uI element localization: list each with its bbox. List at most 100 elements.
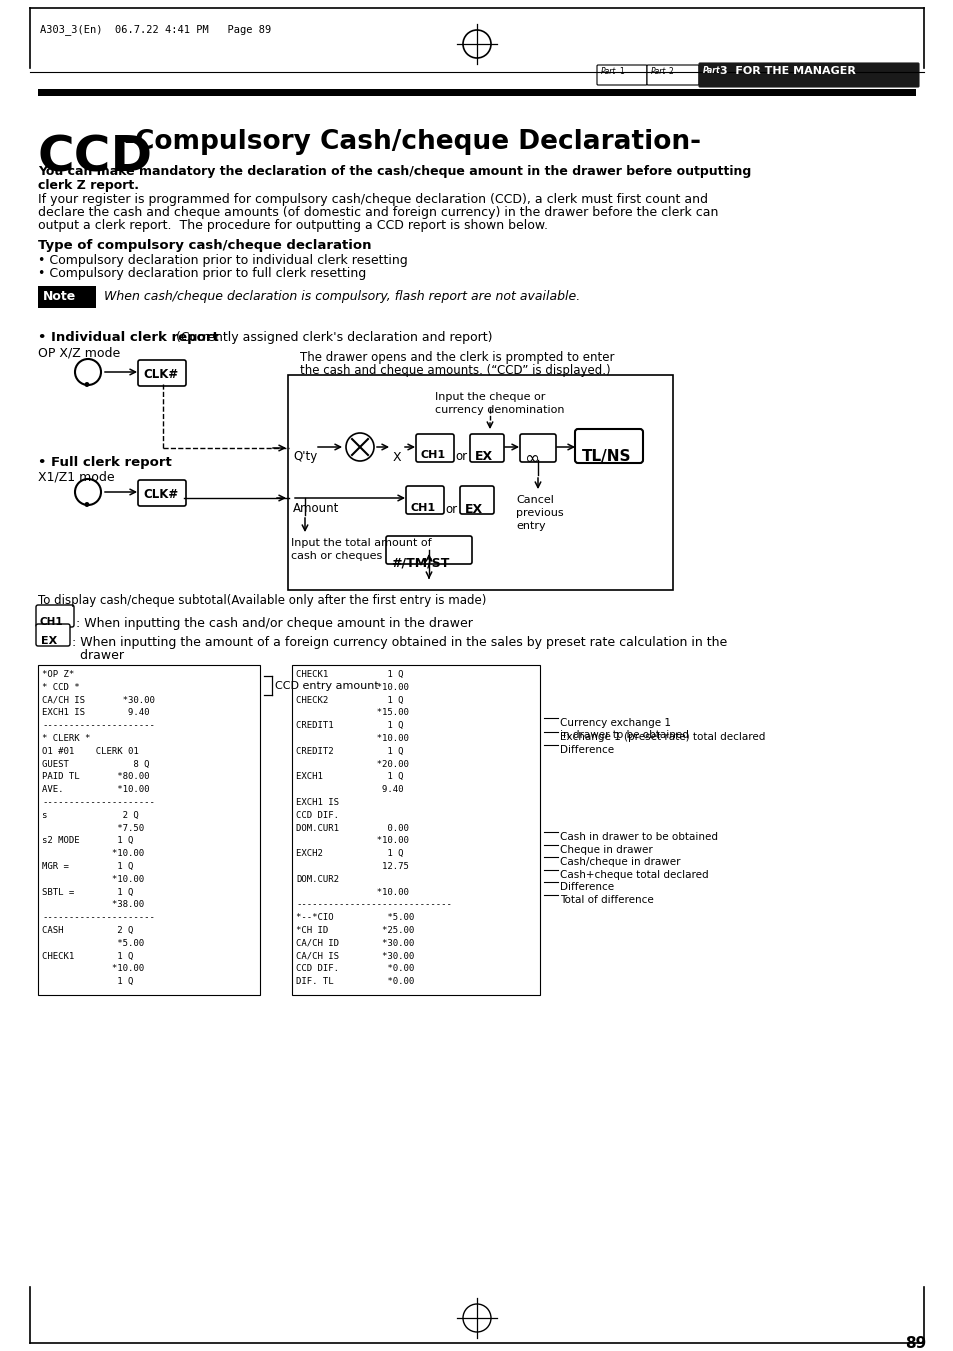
Text: • Full clerk report: • Full clerk report	[38, 457, 172, 469]
Text: ---------------------: ---------------------	[42, 913, 154, 923]
FancyBboxPatch shape	[406, 486, 443, 513]
Text: If your register is programmed for compulsory cash/cheque declaration (CCD), a c: If your register is programmed for compu…	[38, 193, 707, 205]
FancyBboxPatch shape	[646, 65, 699, 85]
FancyBboxPatch shape	[519, 434, 556, 462]
Text: 3  FOR THE MANAGER: 3 FOR THE MANAGER	[720, 66, 855, 76]
Text: Part: Part	[600, 68, 616, 76]
Text: EX: EX	[41, 636, 57, 646]
Text: *10.00: *10.00	[42, 965, 144, 974]
Text: 1: 1	[618, 68, 623, 76]
Text: EXCH1 IS        9.40: EXCH1 IS 9.40	[42, 708, 150, 717]
Text: CA/CH IS       *30.00: CA/CH IS *30.00	[42, 696, 154, 705]
FancyBboxPatch shape	[36, 624, 70, 646]
Text: CHECK1           1 Q: CHECK1 1 Q	[295, 670, 403, 680]
Text: CH1: CH1	[40, 617, 64, 627]
Text: You can make mandatory the declaration of the cash/cheque amount in the drawer b: You can make mandatory the declaration o…	[38, 165, 750, 178]
Bar	[288, 376, 672, 590]
Text: CCD: CCD	[38, 132, 153, 181]
Text: OP X/Z mode: OP X/Z mode	[38, 346, 120, 359]
Text: *10.00: *10.00	[42, 850, 144, 858]
Text: s              2 Q: s 2 Q	[42, 811, 138, 820]
Text: Cancel: Cancel	[516, 494, 554, 505]
Text: *10.00: *10.00	[295, 888, 409, 897]
Text: 2: 2	[668, 68, 673, 76]
Text: Amount: Amount	[293, 503, 339, 515]
Text: To display cash/cheque subtotal(Available only after the first entry is made): To display cash/cheque subtotal(Availabl…	[38, 594, 486, 607]
Text: 12.75: 12.75	[295, 862, 409, 871]
FancyBboxPatch shape	[459, 486, 494, 513]
Text: Difference: Difference	[559, 882, 614, 892]
Text: *10.00: *10.00	[295, 734, 409, 743]
Text: *10.00: *10.00	[295, 836, 409, 846]
Text: *7.50: *7.50	[42, 824, 144, 832]
Text: *10.00: *10.00	[295, 682, 409, 692]
Text: or: or	[455, 450, 467, 463]
Text: Cheque in drawer: Cheque in drawer	[559, 844, 652, 855]
Text: clerk Z report.: clerk Z report.	[38, 178, 139, 192]
Text: 1 Q: 1 Q	[42, 977, 133, 986]
FancyBboxPatch shape	[416, 434, 454, 462]
Text: CREDIT1          1 Q: CREDIT1 1 Q	[295, 721, 403, 730]
Text: *OP Z*: *OP Z*	[42, 670, 74, 680]
FancyBboxPatch shape	[386, 536, 472, 563]
Text: *10.00: *10.00	[42, 875, 144, 884]
Text: O1 #01    CLERK 01: O1 #01 CLERK 01	[42, 747, 138, 755]
Text: *5.00: *5.00	[42, 939, 144, 948]
Text: CCD DIF.: CCD DIF.	[295, 811, 338, 820]
Text: TL/NS: TL/NS	[581, 449, 631, 463]
FancyBboxPatch shape	[575, 430, 642, 463]
FancyBboxPatch shape	[138, 359, 186, 386]
Text: in drawer to be obtained: in drawer to be obtained	[559, 730, 688, 740]
Text: EX: EX	[475, 450, 493, 463]
Text: output a clerk report.  The procedure for outputting a CCD report is shown below: output a clerk report. The procedure for…	[38, 219, 547, 232]
Text: Input the total amount of: Input the total amount of	[291, 538, 431, 549]
Text: X1/Z1 mode: X1/Z1 mode	[38, 470, 114, 484]
Text: *20.00: *20.00	[295, 759, 409, 769]
Text: 9.40: 9.40	[295, 785, 403, 794]
Text: CCD entry amount: CCD entry amount	[274, 681, 378, 690]
Text: •: •	[82, 497, 91, 515]
Text: • Compulsory declaration prior to full clerk resetting: • Compulsory declaration prior to full c…	[38, 267, 366, 280]
Text: CA/CH IS        *30.00: CA/CH IS *30.00	[295, 951, 414, 961]
Text: GUEST            8 Q: GUEST 8 Q	[42, 759, 150, 769]
FancyBboxPatch shape	[138, 480, 186, 507]
Text: the cash and cheque amounts. (“CCD” is displayed.): the cash and cheque amounts. (“CCD” is d…	[299, 363, 610, 377]
Text: SBTL =        1 Q: SBTL = 1 Q	[42, 888, 133, 897]
Text: *--*CIO          *5.00: *--*CIO *5.00	[295, 913, 414, 923]
Text: • Individual clerk report: • Individual clerk report	[38, 331, 218, 345]
Text: Difference: Difference	[559, 744, 614, 755]
Text: Part: Part	[702, 66, 720, 76]
Text: CCD DIF.         *0.00: CCD DIF. *0.00	[295, 965, 414, 974]
Text: Exchange 1 (preset rate) total declared: Exchange 1 (preset rate) total declared	[559, 732, 764, 742]
Bar	[38, 89, 915, 96]
Text: Input the cheque or: Input the cheque or	[435, 392, 545, 403]
Text: EXCH1            1 Q: EXCH1 1 Q	[295, 773, 403, 781]
FancyBboxPatch shape	[597, 65, 646, 85]
Text: -Compulsory Cash/cheque Declaration-: -Compulsory Cash/cheque Declaration-	[115, 128, 700, 155]
Text: DIF. TL          *0.00: DIF. TL *0.00	[295, 977, 414, 986]
Text: EXCH2            1 Q: EXCH2 1 Q	[295, 850, 403, 858]
Text: CA/CH ID        *30.00: CA/CH ID *30.00	[295, 939, 414, 948]
Text: ---------------------: ---------------------	[42, 721, 154, 730]
Text: -----------------------------: -----------------------------	[295, 900, 452, 909]
Text: Type of compulsory cash/cheque declaration: Type of compulsory cash/cheque declarati…	[38, 239, 371, 253]
FancyBboxPatch shape	[36, 605, 74, 627]
Text: DOM.CUR1         0.00: DOM.CUR1 0.00	[295, 824, 409, 832]
FancyBboxPatch shape	[699, 63, 918, 86]
Text: ---------------------: ---------------------	[42, 798, 154, 807]
Text: ∞: ∞	[523, 450, 538, 467]
Text: • Compulsory declaration prior to individual clerk resetting: • Compulsory declaration prior to indivi…	[38, 254, 407, 267]
Text: : When inputting the cash and/or cheque amount in the drawer: : When inputting the cash and/or cheque …	[76, 617, 473, 630]
Text: 89: 89	[904, 1336, 925, 1351]
Text: *38.00: *38.00	[42, 900, 144, 909]
Text: Total of difference: Total of difference	[559, 894, 653, 905]
Text: (Currently assigned clerk's declaration and report): (Currently assigned clerk's declaration …	[172, 331, 492, 345]
Text: cash or cheques: cash or cheques	[291, 551, 382, 561]
Text: : When inputting the amount of a foreign currency obtained in the sales by prese: : When inputting the amount of a foreign…	[71, 636, 726, 648]
Text: * CCD *: * CCD *	[42, 682, 79, 692]
Text: *15.00: *15.00	[295, 708, 409, 717]
Text: The drawer opens and the clerk is prompted to enter: The drawer opens and the clerk is prompt…	[299, 351, 614, 363]
Text: or: or	[444, 503, 456, 516]
Text: CH1: CH1	[411, 503, 436, 513]
Text: * CLERK *: * CLERK *	[42, 734, 91, 743]
